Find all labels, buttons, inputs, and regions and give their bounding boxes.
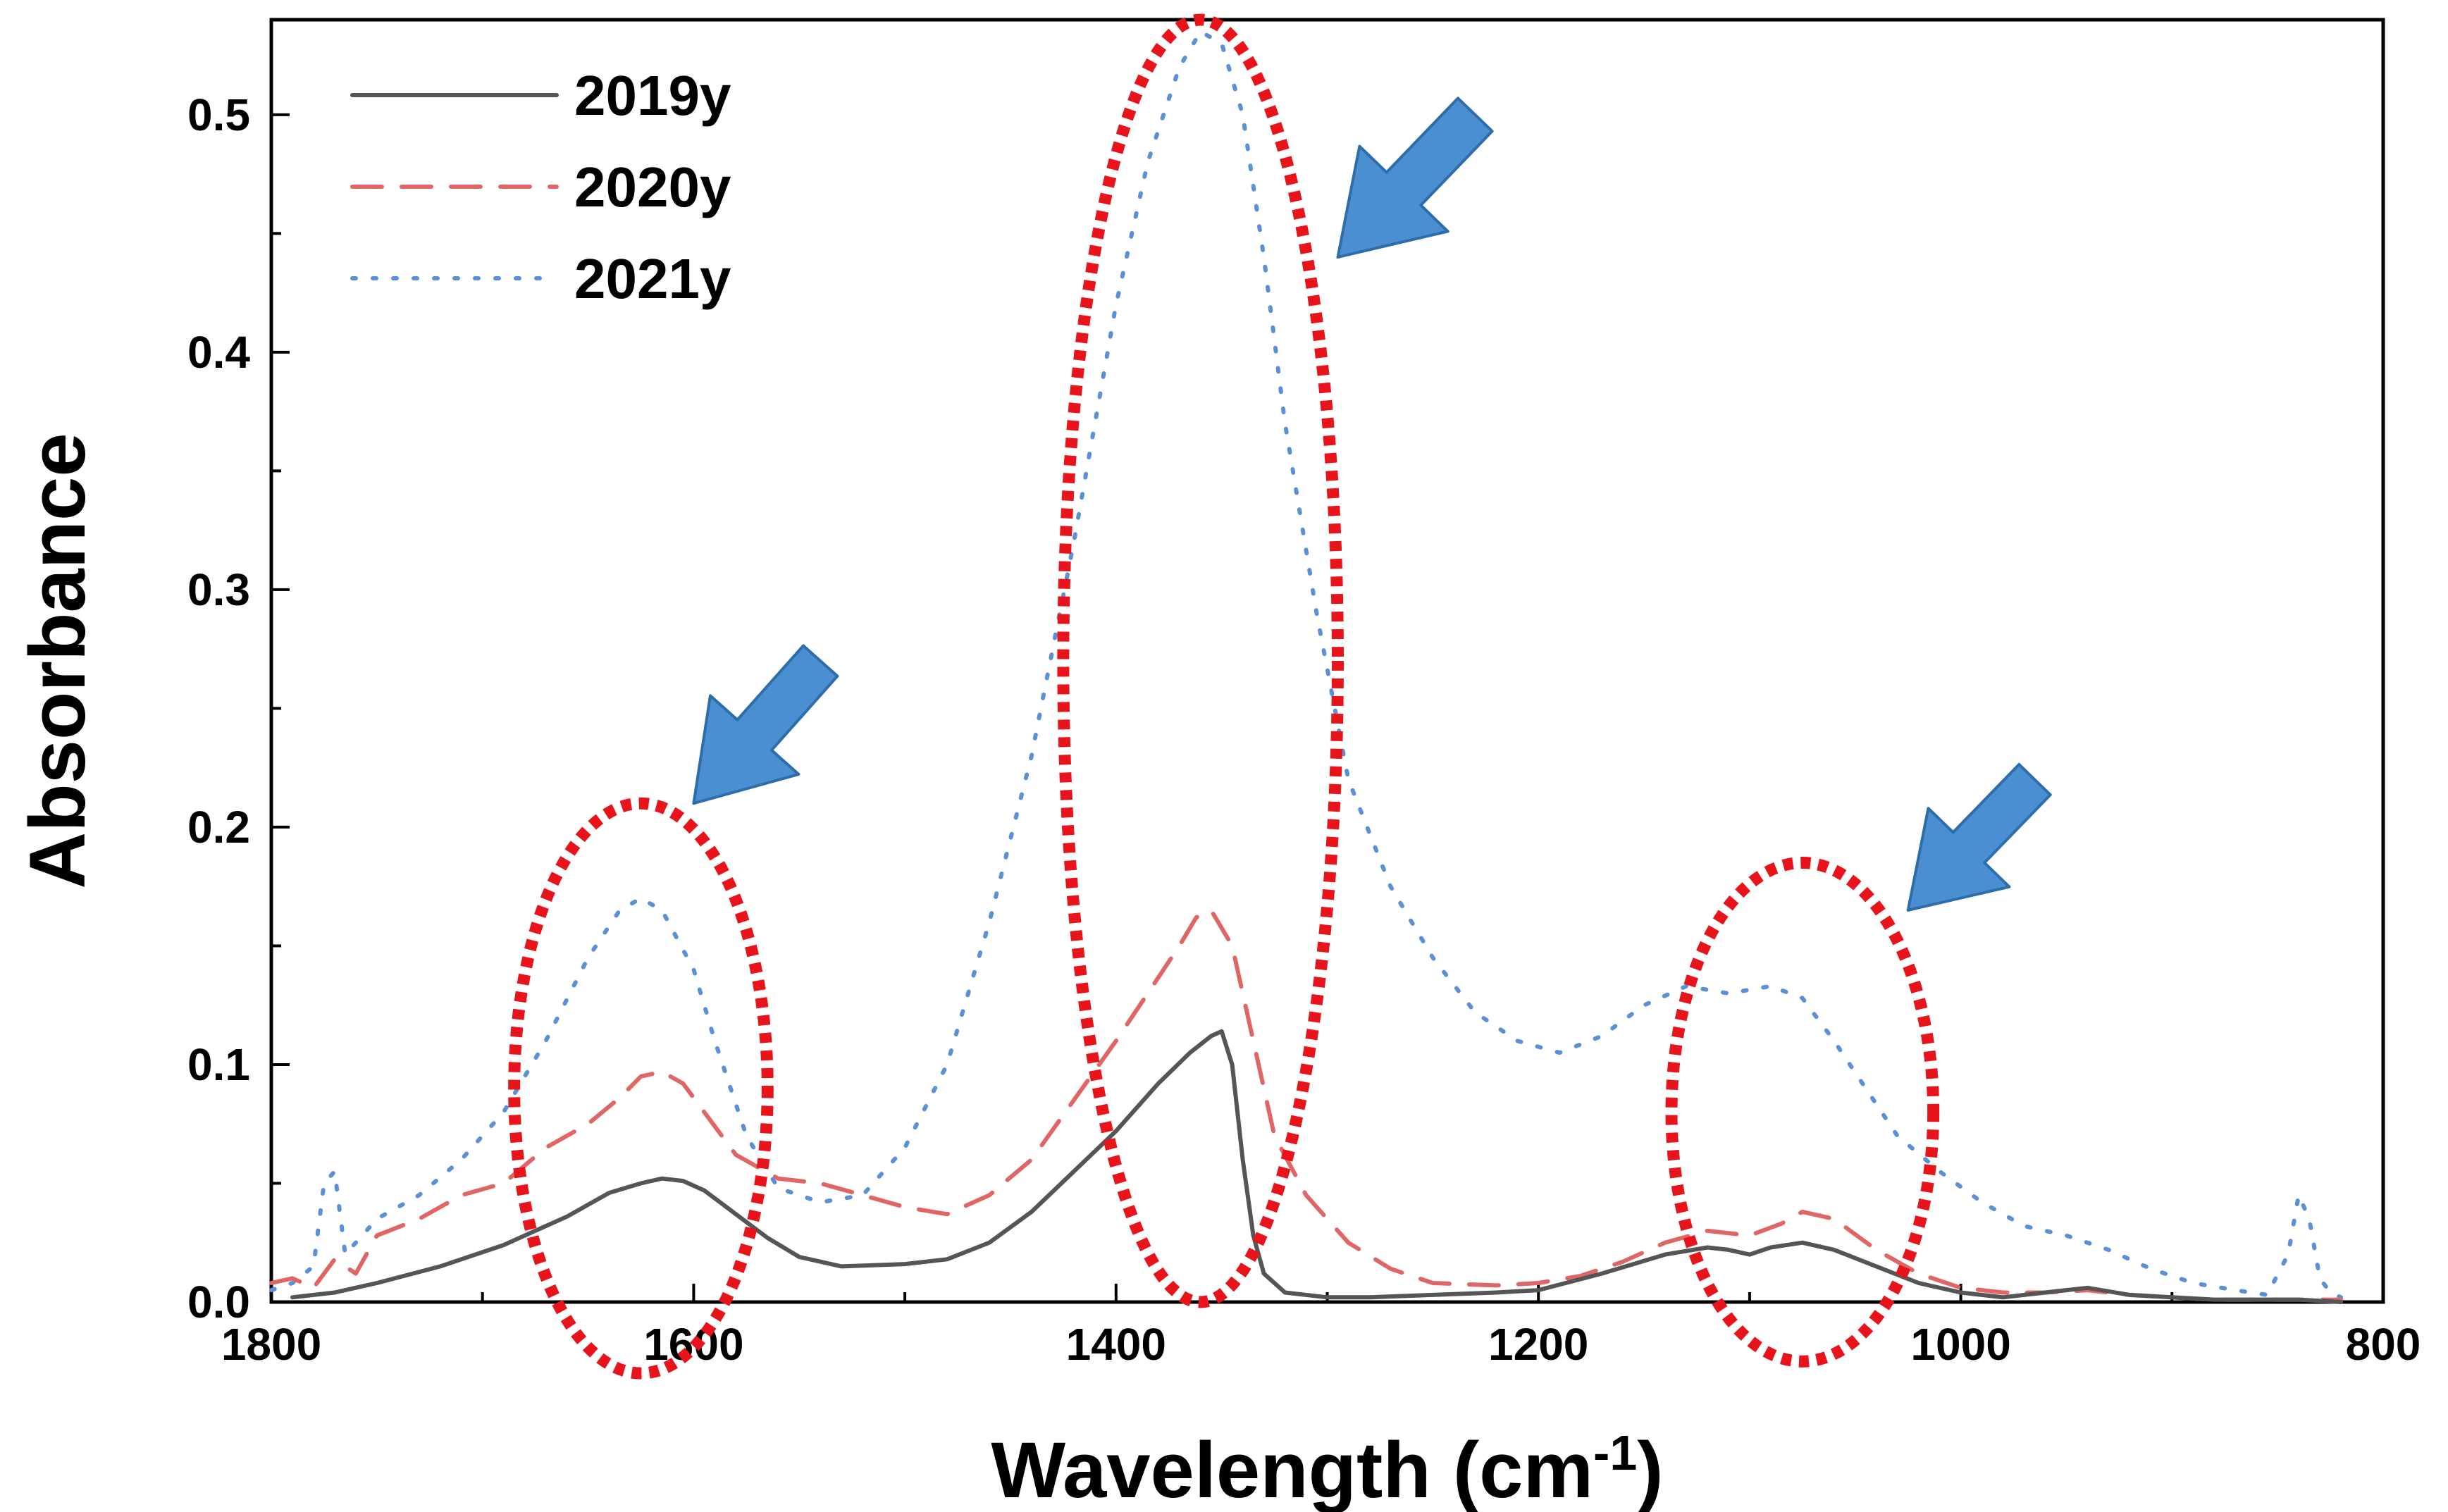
highlight-ellipse (1665, 856, 1940, 1368)
series-line-2020y (269, 907, 2344, 1302)
series-line-2019y (290, 1029, 2344, 1304)
legend-label-2020y: 2020y (574, 156, 731, 218)
y-tick-label: 0.5 (187, 89, 250, 140)
pointer-arrow (1906, 762, 2052, 912)
highlight-ellipse (508, 797, 774, 1380)
x-tick-label: 1800 (221, 1319, 321, 1370)
x-axis-title-superscript: -1 (1593, 1425, 1637, 1480)
y-tick-label: 0.3 (187, 564, 250, 615)
pointer-arrow (1336, 97, 1494, 259)
legend-label-2019y: 2019y (574, 64, 731, 127)
annotation-layer (508, 13, 2052, 1380)
legend-label-2021y: 2021y (574, 247, 731, 310)
y-axis-title: Absorbance (13, 433, 101, 888)
x-axis-title-main: Wavelength (cm (991, 1426, 1593, 1512)
x-tick-label: 1200 (1488, 1319, 1588, 1370)
pointer-arrow (692, 644, 839, 805)
y-axis: 0.0 0.1 0.2 0.3 0.4 0.5 (187, 89, 290, 1327)
x-tick-label: 800 (2346, 1319, 2421, 1370)
series-line-2021y (269, 29, 2344, 1300)
y-tick-label: 0.4 (187, 327, 250, 378)
y-tick-label: 0.0 (187, 1277, 250, 1327)
x-axis-title-close: ) (1637, 1426, 1663, 1512)
series-layer (269, 29, 2344, 1304)
x-axis-title: Wavelength (cm-1) (991, 1425, 1663, 1512)
y-tick-label: 0.2 (187, 802, 250, 853)
legend: 2019y 2020y 2021y (350, 64, 731, 310)
x-tick-label: 1400 (1066, 1319, 1166, 1370)
x-tick-label: 1000 (1910, 1319, 2010, 1370)
plot-area: 0.00.10.20.30.40.5 1800 1600 1400 1200 1000 8… (187, 13, 2421, 1380)
y-tick-label: 0.1 (187, 1039, 250, 1090)
highlight-ellipse (1057, 13, 1344, 1308)
